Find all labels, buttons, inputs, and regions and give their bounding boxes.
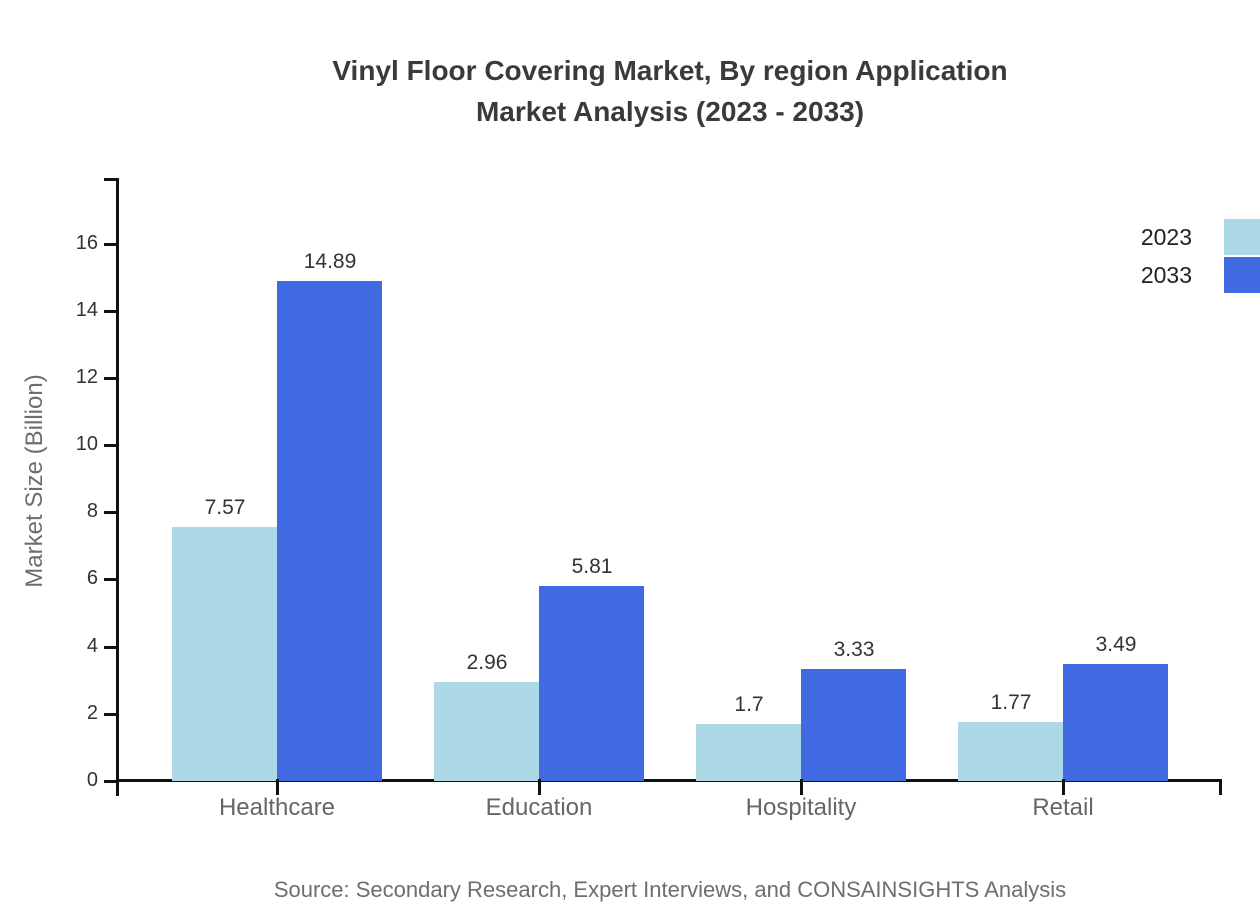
y-tick-label: 8: [86, 500, 98, 523]
category-label-retail: Retail: [1032, 794, 1094, 821]
bar-value-label-2023-education: 2.96: [466, 650, 508, 674]
bar-value-label-2033-healthcare: 14.89: [303, 249, 357, 273]
y-tick-label: 16: [75, 231, 98, 254]
y-axis-line: [116, 178, 119, 796]
x-tick-retail: [1062, 779, 1065, 795]
y-tick-label: 6: [86, 567, 98, 590]
x-tick-healthcare: [276, 779, 279, 795]
y-axis-end-tick: [104, 178, 116, 181]
chart-title: Vinyl Floor Covering Market, By region A…: [80, 50, 1260, 132]
legend-item-2033: 2033: [1141, 257, 1260, 293]
x-tick-hospitality: [800, 779, 803, 795]
chart-title-line2: Market Analysis (2023 - 2033): [475, 96, 865, 127]
category-label-healthcare: Healthcare: [218, 794, 336, 821]
y-tick: [104, 242, 116, 246]
y-tick-label: 10: [75, 433, 98, 456]
y-tick: [104, 511, 116, 515]
y-tick: [104, 645, 116, 649]
bar-2033-healthcare: [277, 280, 382, 781]
y-tick: [104, 578, 116, 582]
legend-label-2033: 2033: [1140, 261, 1192, 288]
legend-label-2023: 2023: [1140, 223, 1192, 250]
y-tick-label: 2: [86, 701, 98, 724]
y-tick-label: 0: [86, 769, 98, 791]
legend-swatch-2023: [1224, 219, 1260, 255]
bar-2033-hospitality: [801, 669, 906, 781]
legend: 2023 2033: [1141, 219, 1260, 293]
bar-2023-retail: [958, 721, 1063, 781]
y-axis-title: Market Size (Billion): [21, 374, 48, 588]
x-tick-education: [538, 779, 541, 795]
y-tick: [104, 780, 116, 783]
y-tick-label: 14: [75, 298, 98, 321]
x-axis-end-tick: [1219, 779, 1222, 795]
source-attribution: Source: Secondary Research, Expert Inter…: [273, 877, 1067, 902]
category-label-education: Education: [485, 794, 593, 821]
bar-value-label-2033-education: 5.81: [571, 554, 613, 578]
bar-2023-hospitality: [696, 723, 801, 781]
bar-2023-healthcare: [172, 526, 277, 781]
y-tick: [104, 309, 116, 313]
y-tick-label: 4: [86, 634, 98, 657]
y-tick: [104, 376, 116, 380]
legend-swatch-2033: [1224, 257, 1260, 293]
bar-value-label-2033-retail: 3.49: [1095, 632, 1137, 656]
bar-2023-education: [434, 681, 539, 781]
chart-title-line1: Vinyl Floor Covering Market, By region A…: [332, 55, 1008, 86]
bar-value-label-2023-retail: 1.77: [990, 690, 1032, 714]
y-tick: [104, 444, 116, 448]
y-tick-label: 12: [75, 365, 98, 388]
bar-2033-retail: [1063, 663, 1168, 781]
bar-value-label-2023-healthcare: 7.57: [204, 495, 246, 519]
x-axis-line: [118, 779, 1222, 782]
category-label-hospitality: Hospitality: [745, 794, 857, 821]
legend-item-2023: 2023: [1141, 219, 1260, 255]
bar-value-label-2023-hospitality: 1.7: [734, 692, 764, 716]
y-tick: [104, 712, 116, 716]
bar-value-label-2033-hospitality: 3.33: [833, 638, 875, 662]
bar-2033-education: [539, 585, 644, 781]
